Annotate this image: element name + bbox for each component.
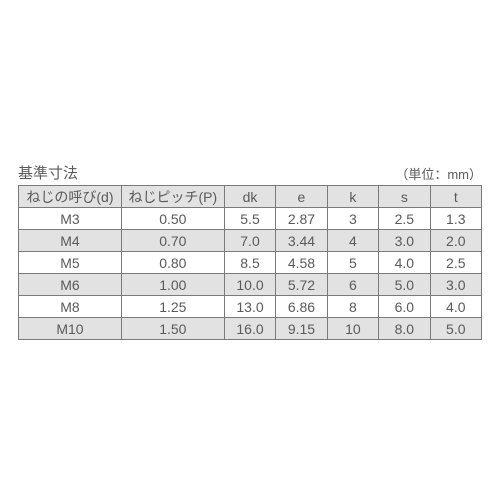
cell: 3.44	[276, 230, 327, 252]
col-header: k	[327, 186, 378, 208]
cell: 5.5	[224, 208, 275, 230]
table-row: M8 1.25 13.0 6.86 8 6.0 4.0	[19, 296, 482, 318]
cell: 8.0	[379, 318, 430, 340]
cell: M6	[19, 274, 122, 296]
table-title: 基準寸法	[18, 162, 78, 183]
cell: 1.25	[121, 296, 224, 318]
cell: 8.5	[224, 252, 275, 274]
cell: 1.00	[121, 274, 224, 296]
cell: 0.50	[121, 208, 224, 230]
cell: M8	[19, 296, 122, 318]
cell: 2.0	[430, 230, 481, 252]
cell: 7.0	[224, 230, 275, 252]
cell: 3.0	[430, 274, 481, 296]
cell: 6	[327, 274, 378, 296]
cell: M3	[19, 208, 122, 230]
col-header: e	[276, 186, 327, 208]
cell: 10	[327, 318, 378, 340]
cell: 6.0	[379, 296, 430, 318]
cell: 2.5	[430, 252, 481, 274]
table-row: M5 0.80 8.5 4.58 5 4.0 2.5	[19, 252, 482, 274]
cell: 3	[327, 208, 378, 230]
cell: 5.72	[276, 274, 327, 296]
col-header: dk	[224, 186, 275, 208]
cell: 3.0	[379, 230, 430, 252]
col-header: ねじの呼び(d)	[19, 186, 122, 208]
cell: 5.0	[379, 274, 430, 296]
cell: 4	[327, 230, 378, 252]
table-container: 基準寸法 （単位：mm） ねじの呼び(d) ねじピッチ(P) dk e k s …	[18, 162, 482, 340]
cell: 4.58	[276, 252, 327, 274]
cell: 13.0	[224, 296, 275, 318]
table-row: M10 1.50 16.0 9.15 10 8.0 5.0	[19, 318, 482, 340]
dimension-table: ねじの呼び(d) ねじピッチ(P) dk e k s t M3 0.50 5.5…	[18, 185, 482, 340]
cell: M10	[19, 318, 122, 340]
table-row: M3 0.50 5.5 2.87 3 2.5 1.3	[19, 208, 482, 230]
cell: 4.0	[379, 252, 430, 274]
cell: 16.0	[224, 318, 275, 340]
table-header-row: 基準寸法 （単位：mm）	[18, 162, 482, 183]
col-header: t	[430, 186, 481, 208]
cell: 10.0	[224, 274, 275, 296]
cell: 0.70	[121, 230, 224, 252]
cell: 1.3	[430, 208, 481, 230]
table-unit: （単位：mm）	[395, 164, 482, 183]
table-row: M6 1.00 10.0 5.72 6 5.0 3.0	[19, 274, 482, 296]
table-row: M4 0.70 7.0 3.44 4 3.0 2.0	[19, 230, 482, 252]
cell: 1.50	[121, 318, 224, 340]
cell: 5	[327, 252, 378, 274]
cell: M5	[19, 252, 122, 274]
col-header: s	[379, 186, 430, 208]
cell: 2.87	[276, 208, 327, 230]
cell: 9.15	[276, 318, 327, 340]
table-head-row: ねじの呼び(d) ねじピッチ(P) dk e k s t	[19, 186, 482, 208]
col-header: ねじピッチ(P)	[121, 186, 224, 208]
cell: 4.0	[430, 296, 481, 318]
cell: 6.86	[276, 296, 327, 318]
cell: M4	[19, 230, 122, 252]
cell: 0.80	[121, 252, 224, 274]
cell: 2.5	[379, 208, 430, 230]
cell: 8	[327, 296, 378, 318]
cell: 5.0	[430, 318, 481, 340]
